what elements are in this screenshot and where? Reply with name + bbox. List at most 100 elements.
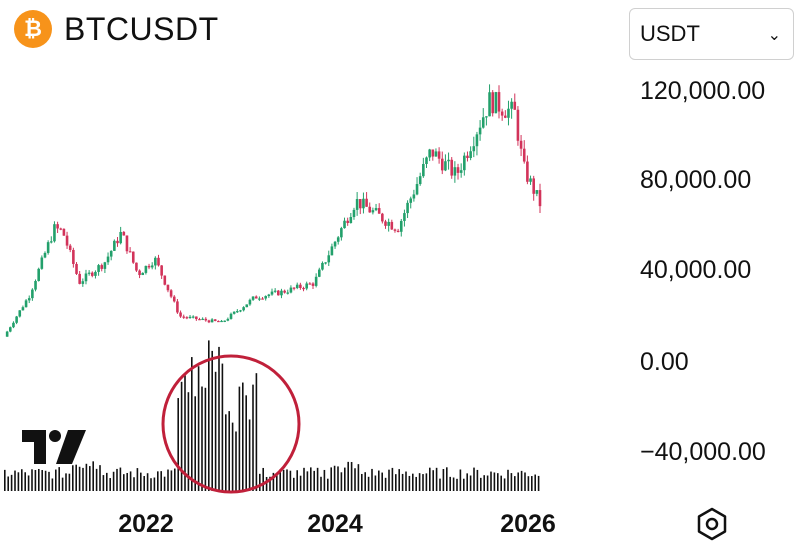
candle-body <box>516 109 520 141</box>
volume-bar <box>21 469 23 491</box>
candle-body <box>245 304 249 308</box>
candle-body <box>466 155 469 159</box>
candle-body <box>254 296 258 299</box>
volume-bar <box>412 473 414 491</box>
volume-bar <box>442 469 445 491</box>
candle-body <box>97 265 100 272</box>
volume-bar <box>378 470 380 491</box>
volume-bar <box>55 469 57 491</box>
volume-bar <box>106 472 108 491</box>
candle-body <box>103 262 107 269</box>
tradingview-logo <box>22 430 86 464</box>
candle-body <box>513 101 517 110</box>
candle-body <box>9 327 12 332</box>
volume-bar <box>72 465 74 491</box>
candle-body <box>21 307 25 311</box>
volume-bar <box>303 467 305 491</box>
volume-bar <box>537 475 540 491</box>
candle-body <box>157 257 160 266</box>
volume-bar <box>191 357 193 491</box>
candle-body <box>78 273 81 284</box>
volume-bar <box>272 472 275 491</box>
x-tick-label: 2022 <box>118 510 174 538</box>
candle-body <box>519 140 523 149</box>
candle-body <box>283 290 286 293</box>
volume-bar <box>10 474 13 491</box>
volume-bar <box>531 476 533 491</box>
volume-bar <box>133 477 135 491</box>
settings-hexagon-icon[interactable] <box>694 506 730 542</box>
volume-bar <box>282 469 285 491</box>
candle-body <box>504 115 507 118</box>
volume-bar <box>374 475 377 491</box>
candle-body <box>138 270 141 276</box>
volume-bar <box>330 467 332 491</box>
volume-bar <box>480 477 482 491</box>
candle-body <box>84 273 88 282</box>
volume-bar <box>208 340 210 491</box>
candle-body <box>299 284 302 288</box>
volume-bar <box>174 468 176 491</box>
y-tick-label: 120,000.00 <box>640 77 766 105</box>
volume-bar <box>38 468 40 491</box>
candle-body <box>346 220 349 224</box>
candle-body <box>497 92 501 112</box>
candle-body <box>27 298 31 301</box>
volume-bar <box>439 478 441 491</box>
volume-bar <box>398 469 400 491</box>
candle-body <box>447 159 450 162</box>
candles-layer <box>5 84 542 337</box>
candle-body <box>46 242 50 253</box>
candle-body <box>43 252 47 258</box>
candle-body <box>308 283 312 285</box>
volume-bar <box>99 465 101 491</box>
volume-bar <box>364 472 366 491</box>
candle-body <box>362 198 365 209</box>
candle-body <box>49 241 53 243</box>
candle-body <box>365 198 368 207</box>
volume-bar <box>418 473 421 491</box>
volume-bar <box>493 472 496 491</box>
candle-body <box>289 287 293 293</box>
volume-bar <box>384 477 387 491</box>
volume-bar <box>265 476 268 491</box>
volume-bar <box>524 472 526 491</box>
candle-body <box>125 235 129 252</box>
volume-bar <box>483 475 485 491</box>
volume-bar <box>167 469 169 491</box>
volume-bar <box>126 472 128 491</box>
volume-bar <box>157 471 159 491</box>
volume-bar <box>333 465 336 491</box>
candle-body <box>135 262 138 271</box>
volume-bar <box>497 473 499 491</box>
volume-bar <box>14 470 16 491</box>
volume-bar <box>456 478 458 491</box>
candle-body <box>317 269 321 277</box>
candle-body <box>163 275 167 285</box>
candle-body <box>94 271 97 276</box>
candle-body <box>358 199 362 209</box>
volume-bar <box>17 472 20 491</box>
candle-body <box>188 316 192 319</box>
candle-body <box>154 257 157 266</box>
currency-select[interactable]: USDT ⌄ <box>629 8 794 60</box>
candle-body <box>116 240 119 244</box>
candle-body <box>377 208 381 214</box>
volume-bar <box>194 396 196 491</box>
volume-layer <box>4 340 540 491</box>
candle-body <box>393 229 397 231</box>
candle-body <box>387 221 390 226</box>
volume-bar <box>119 467 122 491</box>
volume-bar <box>473 467 475 491</box>
volume-bar <box>153 477 156 491</box>
volume-bar <box>197 366 200 491</box>
currency-select-value: USDT <box>640 21 700 46</box>
volume-bar <box>24 472 26 491</box>
volume-bar <box>391 467 394 491</box>
volume-bar <box>435 467 438 491</box>
candle-body <box>53 224 56 242</box>
symbol-title: BTCUSDT <box>64 10 219 47</box>
candle-body <box>428 149 431 158</box>
candle-body <box>248 299 252 305</box>
